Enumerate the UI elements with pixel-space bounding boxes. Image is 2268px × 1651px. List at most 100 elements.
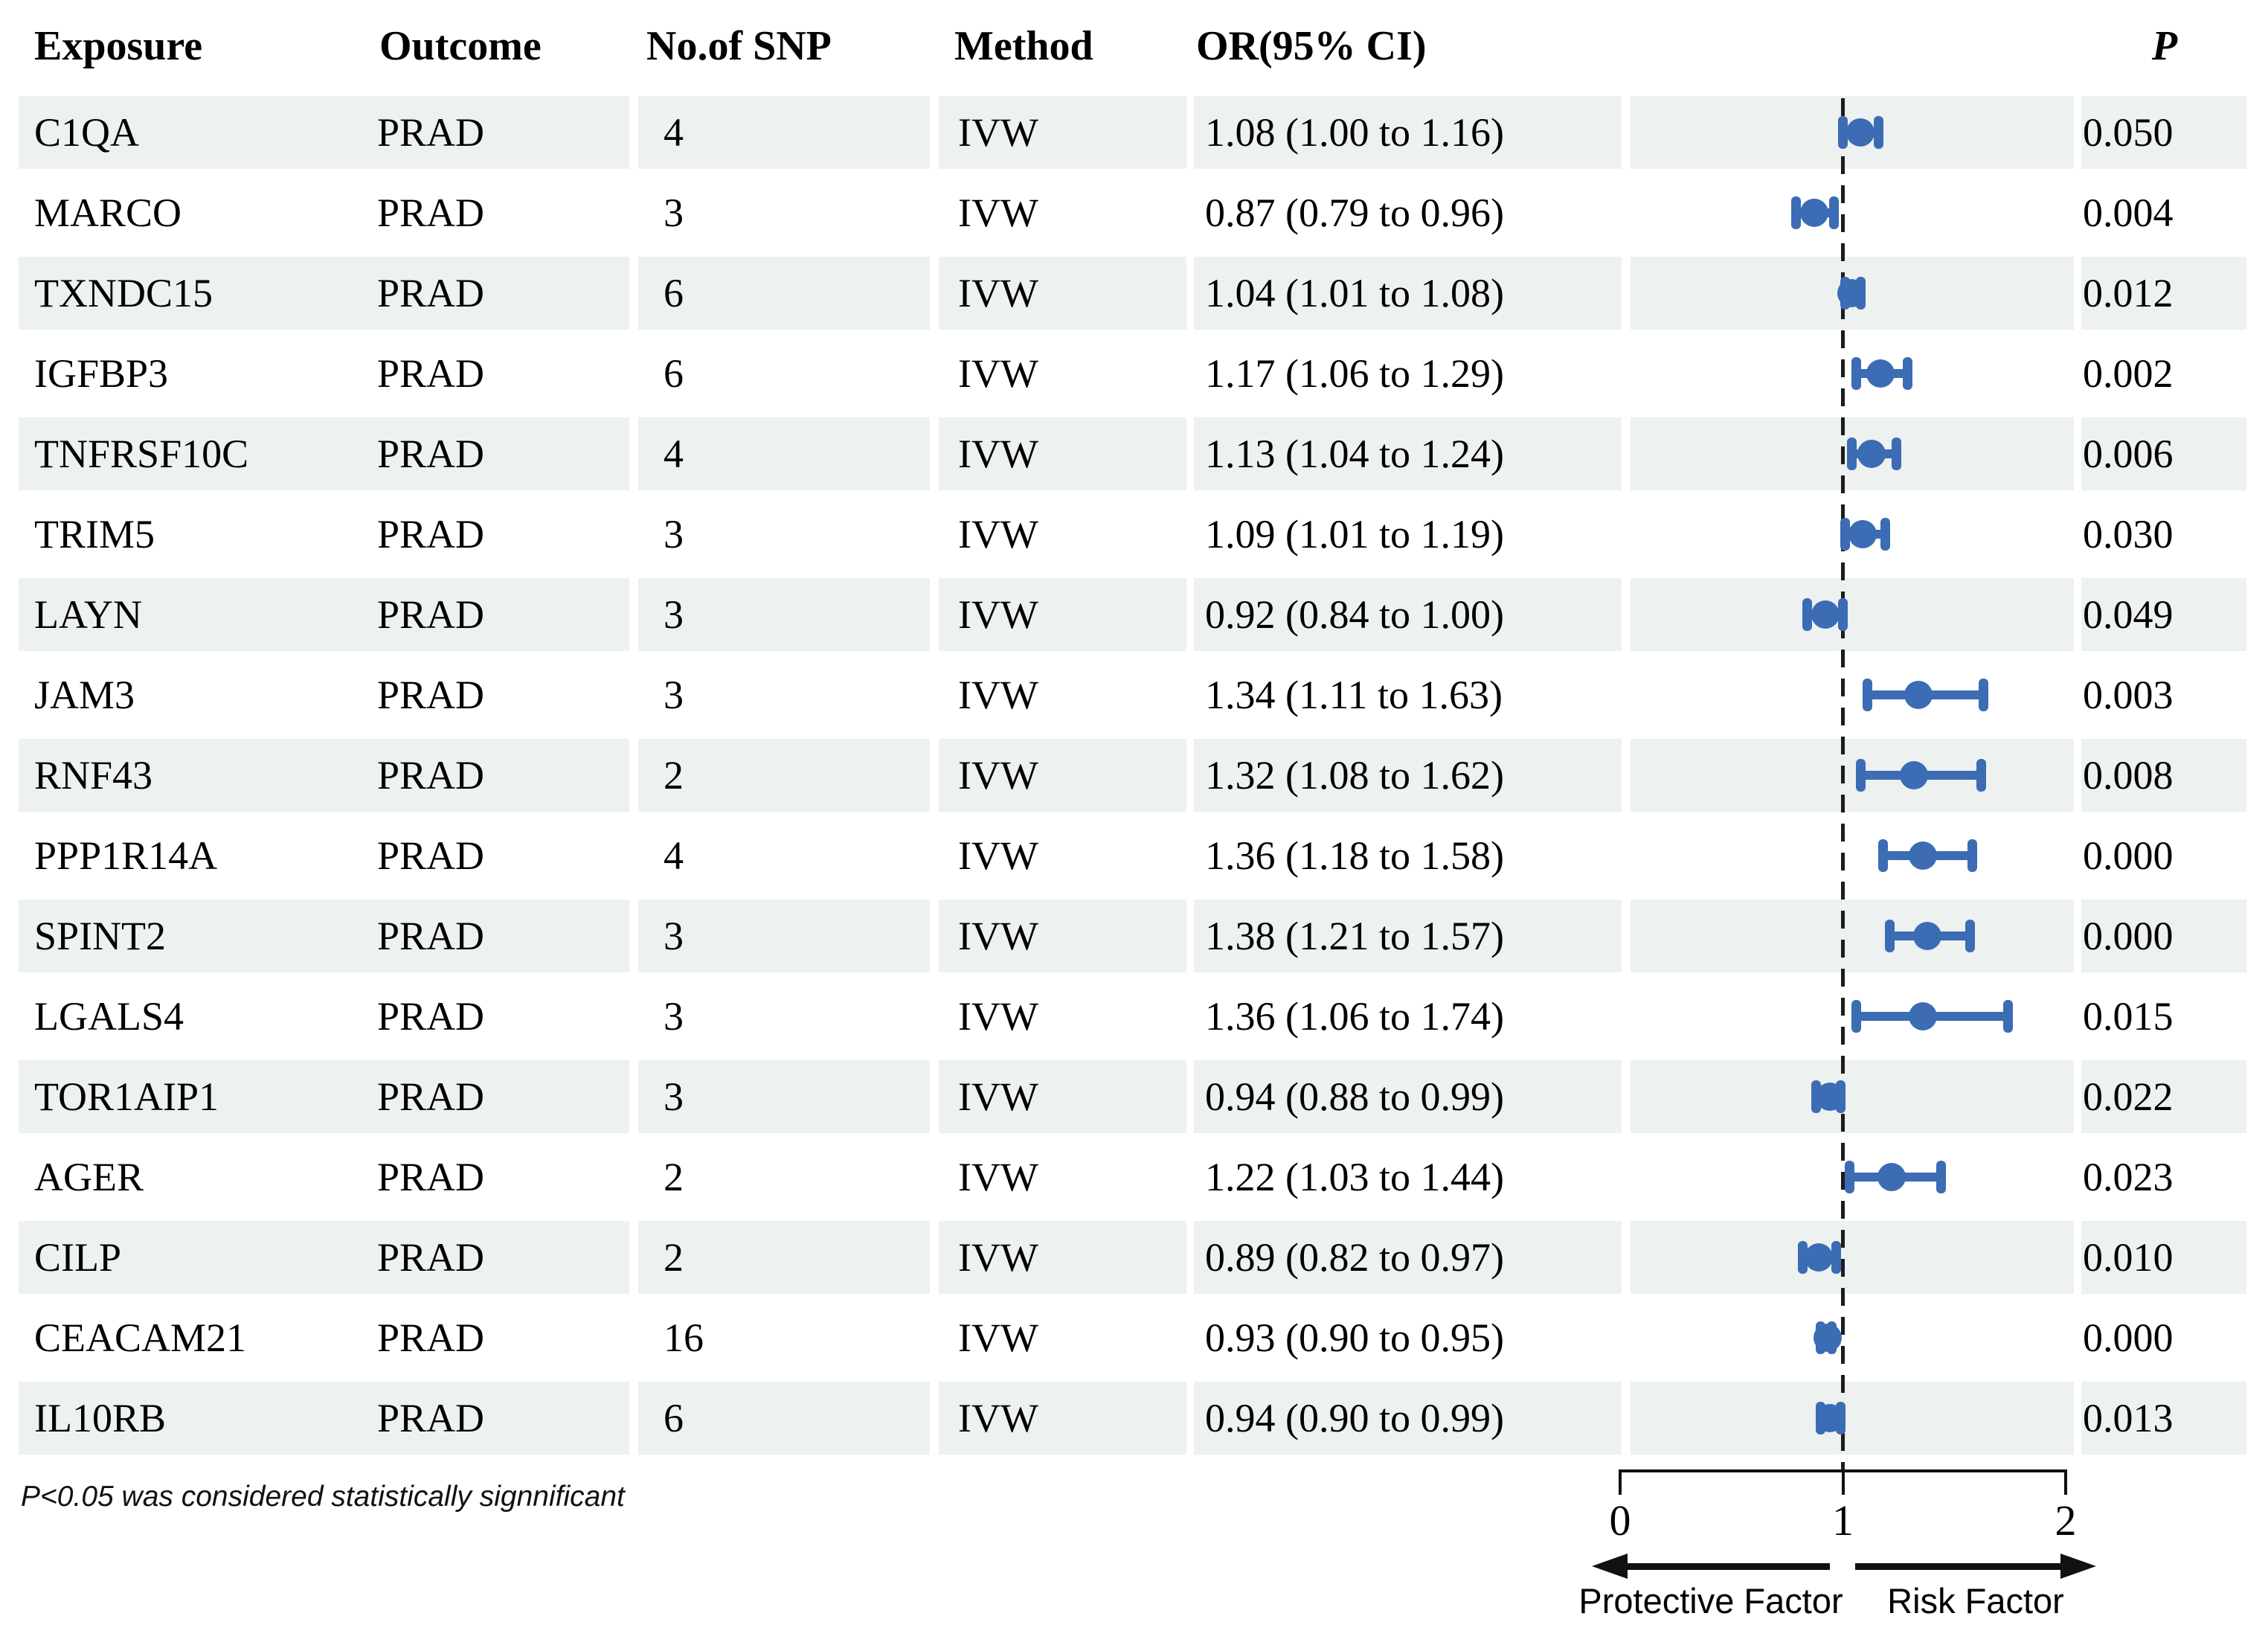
exposure-cell: PPP1R14A (34, 833, 218, 878)
snp-count-cell: 4 (664, 833, 684, 878)
p-value-cell: 0.000 (2081, 900, 2246, 972)
or-ci-cell: 1.36 (1.18 to 1.58) (1205, 833, 1504, 878)
p-value-cell: 0.015 (2083, 994, 2174, 1039)
outcome-cell: PRAD (377, 1155, 485, 1199)
ci-lower-cap (1855, 759, 1866, 792)
ci-upper-cap (1935, 1161, 1946, 1193)
or-point-marker (1877, 1163, 1906, 1191)
exposure-cell: TRIM5 (34, 512, 155, 557)
or-ci-cell: 1.08 (1.00 to 1.16) (1194, 96, 1622, 169)
or-point-marker (1909, 841, 1938, 870)
snp-count-cell: 3 (638, 1060, 930, 1133)
or-point-marker (1837, 279, 1866, 307)
method-cell: IVW (939, 96, 1186, 169)
method-cell: IVW (958, 1315, 1038, 1360)
outcome-cell: PRAD (377, 1315, 485, 1360)
protective-arrow-shaft (1623, 1563, 1830, 1570)
or-point-marker (1799, 199, 1828, 227)
column-header-or-95ci: OR(95% CI) (1196, 23, 1427, 69)
column-header-no-of-snp: No.of SNP (646, 23, 832, 69)
or-point-marker (1857, 440, 1886, 468)
or-point-marker (1846, 118, 1875, 147)
ci-upper-cap (1965, 920, 1975, 952)
or-point-marker (1815, 1083, 1844, 1111)
ci-lower-cap (1838, 116, 1848, 149)
method-cell: IVW (939, 739, 1186, 812)
snp-count-cell: 3 (664, 512, 684, 557)
or-point-marker (1909, 1002, 1938, 1030)
forest-marker-cell (1631, 498, 2074, 571)
method-cell: IVW (958, 512, 1038, 557)
exposure-cell: IGFBP3 (34, 351, 169, 396)
axis-tick (1619, 1469, 1622, 1495)
outcome-cell: PRAD (377, 833, 485, 878)
column-header-outcome: Outcome (379, 23, 542, 69)
forest-marker-cell (1631, 257, 2074, 330)
forest-marker-cell (1631, 1141, 2074, 1214)
or-ci-cell: 0.94 (0.88 to 0.99) (1194, 1060, 1622, 1133)
p-value-cell: 0.013 (2081, 1382, 2246, 1455)
or-ci-cell: 1.22 (1.03 to 1.44) (1205, 1155, 1504, 1199)
snp-count-cell: 3 (638, 578, 930, 651)
exposure-cell: AGER (34, 1155, 144, 1199)
snp-count-cell: 6 (638, 1382, 930, 1455)
ci-lower-cap (1798, 1241, 1808, 1274)
snp-count-cell: 2 (664, 1155, 684, 1199)
outcome-cell: PRAD (377, 190, 485, 235)
forest-marker-cell (1631, 980, 2074, 1053)
method-cell: IVW (958, 833, 1038, 878)
outcome-cell: PRAD (292, 1221, 629, 1294)
or-ci-cell: 1.04 (1.01 to 1.08) (1194, 257, 1622, 330)
exposure-cell: LAYN (19, 578, 300, 651)
snp-count-cell: 6 (664, 351, 684, 396)
forest-marker-cell (1631, 1382, 2074, 1455)
ci-lower-cap (1846, 437, 1857, 470)
forest-marker-cell (1631, 176, 2074, 249)
ci-upper-cap (1829, 196, 1840, 229)
p-value-cell: 0.022 (2081, 1060, 2246, 1133)
method-cell: IVW (939, 417, 1186, 490)
ci-lower-cap (1802, 598, 1813, 631)
forest-marker-cell (1631, 337, 2074, 410)
column-header-p-value: P (2151, 23, 2178, 69)
p-value-cell: 0.049 (2081, 578, 2246, 651)
forest-marker-cell (1631, 658, 2074, 731)
method-cell: IVW (958, 994, 1038, 1039)
exposure-cell: CEACAM21 (34, 1315, 247, 1360)
axis-tick-label: 0 (1609, 1496, 1631, 1545)
forest-marker-cell (1631, 417, 2074, 490)
column-header-method: Method (954, 23, 1093, 69)
p-value-cell: 0.010 (2081, 1221, 2246, 1294)
significance-footnote: P<0.05 was considered statistically sign… (21, 1481, 625, 1513)
outcome-cell: PRAD (292, 900, 629, 972)
ci-lower-cap (1840, 518, 1850, 551)
forest-marker-cell (1631, 900, 2074, 972)
exposure-cell: JAM3 (34, 673, 135, 717)
p-value-cell: 0.000 (2083, 1315, 2174, 1360)
ci-upper-cap (1880, 518, 1890, 551)
ci-upper-cap (1891, 437, 1901, 470)
ci-upper-cap (1873, 116, 1883, 149)
snp-count-cell: 4 (638, 417, 930, 490)
or-ci-cell: 1.13 (1.04 to 1.24) (1194, 417, 1622, 490)
risk-arrow-head-icon (2060, 1554, 2096, 1579)
reference-line-or-1 (1841, 98, 1845, 1469)
or-ci-cell: 1.09 (1.01 to 1.19) (1205, 512, 1504, 557)
snp-count-cell: 6 (638, 257, 930, 330)
ci-lower-cap (1791, 196, 1802, 229)
or-point-marker (1811, 600, 1840, 629)
ci-upper-cap (2002, 1000, 2013, 1033)
p-value-cell: 0.012 (2081, 257, 2246, 330)
ci-lower-cap (1884, 920, 1895, 952)
ci-upper-cap (1978, 679, 1988, 711)
outcome-cell: PRAD (377, 512, 485, 557)
or-point-marker (1900, 761, 1929, 789)
exposure-cell: TXNDC15 (19, 257, 300, 330)
protective-factor-label: Protective Factor (1578, 1581, 1843, 1620)
axis-tick-label: 1 (1832, 1496, 1854, 1545)
exposure-cell: TNFRSF10C (19, 417, 300, 490)
or-point-marker (1804, 1243, 1833, 1272)
or-ci-cell: 1.32 (1.08 to 1.62) (1194, 739, 1622, 812)
method-cell: IVW (958, 673, 1038, 717)
